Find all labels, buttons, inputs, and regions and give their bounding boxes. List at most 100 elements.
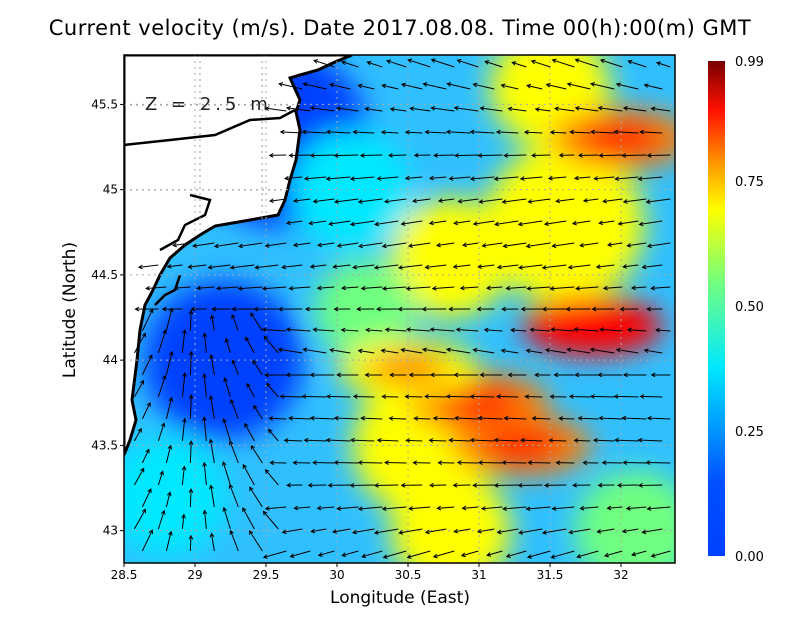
heatmap-hotspot — [552, 310, 633, 343]
velocity-arrow — [281, 264, 303, 270]
velocity-arrow — [531, 153, 551, 158]
velocity-arrow — [309, 415, 335, 421]
velocity-arrow — [253, 306, 279, 312]
velocity-arrow — [453, 220, 471, 226]
velocity-arrow — [229, 264, 255, 270]
velocity-arrow — [400, 82, 423, 90]
velocity-arrow — [341, 550, 359, 557]
velocity-arrow — [549, 394, 567, 400]
velocity-arrow — [525, 348, 543, 354]
velocity-arrow — [577, 415, 599, 421]
x-tick-label: 31 — [471, 568, 486, 582]
velocity-arrow — [313, 59, 335, 68]
velocity-arrow — [616, 482, 639, 488]
velocity-arrow — [551, 506, 575, 511]
velocity-arrow — [437, 460, 455, 466]
velocity-arrow — [283, 438, 303, 443]
velocity-arrow — [479, 372, 503, 378]
velocity-arrow — [545, 347, 567, 354]
velocity-arrow — [412, 198, 431, 204]
velocity-arrow — [622, 198, 647, 204]
colorbar-tick-label: 0.75 — [735, 175, 764, 190]
velocity-arrow — [460, 550, 479, 558]
velocity-arrow — [496, 528, 519, 535]
velocity-arrow — [500, 348, 519, 354]
velocity-arrow — [268, 152, 287, 158]
velocity-arrow — [553, 372, 575, 378]
x-tick-label: 30 — [329, 568, 344, 582]
velocity-arrow — [263, 335, 279, 354]
velocity-arrow — [376, 437, 399, 443]
velocity-arrow — [210, 314, 215, 332]
velocity-arrow — [244, 422, 255, 442]
velocity-arrow — [641, 264, 663, 270]
velocity-arrow — [336, 506, 359, 511]
velocity-arrow — [207, 264, 231, 270]
velocity-arrow — [405, 438, 423, 443]
velocity-arrow — [568, 394, 591, 399]
velocity-arrow — [141, 448, 150, 464]
velocity-arrow — [527, 460, 551, 465]
velocity-arrow — [598, 153, 623, 158]
velocity-arrow — [554, 106, 575, 112]
velocity-arrow — [208, 394, 215, 420]
velocity-arrow — [574, 58, 599, 68]
velocity-arrow — [590, 129, 615, 135]
velocity-arrow — [454, 153, 479, 158]
velocity-arrow — [625, 506, 647, 511]
velocity-arrow — [646, 153, 671, 158]
velocity-arrow — [593, 176, 615, 181]
velocity-arrow — [133, 427, 142, 442]
velocity-arrow — [133, 467, 145, 486]
velocity-arrow — [622, 460, 647, 465]
velocity-arrow — [461, 505, 479, 511]
velocity-arrow — [543, 483, 567, 488]
velocity-arrow — [165, 396, 174, 420]
velocity-arrow — [268, 416, 287, 421]
velocity-arrow — [591, 306, 615, 312]
velocity-arrow — [325, 176, 351, 182]
velocity-arrow — [541, 528, 567, 535]
velocity-arrow — [448, 176, 471, 181]
velocity-arrow — [595, 264, 615, 270]
velocity-arrow — [520, 306, 543, 312]
velocity-arrow — [141, 401, 151, 420]
velocity-arrow — [303, 437, 327, 443]
heatmap-hotspot — [581, 122, 662, 155]
velocity-arrow — [181, 465, 187, 486]
velocity-arrow — [573, 438, 591, 443]
velocity-arrow — [477, 264, 495, 269]
velocity-arrow — [453, 415, 479, 421]
velocity-arrow — [381, 506, 407, 512]
velocity-arrow — [503, 415, 527, 421]
velocity-arrow — [181, 372, 187, 398]
velocity-arrow — [424, 264, 447, 270]
velocity-arrow — [432, 550, 455, 559]
velocity-arrow — [503, 153, 527, 158]
velocity-arrow — [312, 327, 335, 333]
velocity-arrow — [165, 530, 173, 552]
velocity-arrow — [445, 347, 471, 354]
velocity-arrow — [543, 220, 567, 227]
velocity-arrow — [277, 306, 303, 312]
velocity-arrow — [292, 198, 311, 204]
velocity-arrow — [360, 285, 383, 291]
velocity-arrow — [641, 528, 663, 535]
velocity-arrow — [145, 285, 167, 291]
y-tick-label: 44.5 — [91, 268, 118, 282]
velocity-arrow — [453, 105, 479, 112]
velocity-arrow — [627, 59, 647, 68]
velocity-arrow — [304, 306, 327, 312]
velocity-arrow — [166, 264, 183, 269]
velocity-arrow — [375, 306, 399, 312]
velocity-arrow — [187, 264, 207, 270]
velocity-arrow — [246, 382, 255, 398]
y-axis-label: Latitude (North) — [60, 241, 80, 379]
velocity-arrow — [534, 107, 551, 112]
velocity-arrow — [582, 198, 599, 203]
velocity-arrow — [309, 153, 335, 158]
velocity-arrow — [520, 437, 543, 443]
velocity-arrow — [373, 528, 399, 535]
velocity-arrow — [215, 285, 239, 291]
velocity-arrow — [384, 327, 407, 333]
